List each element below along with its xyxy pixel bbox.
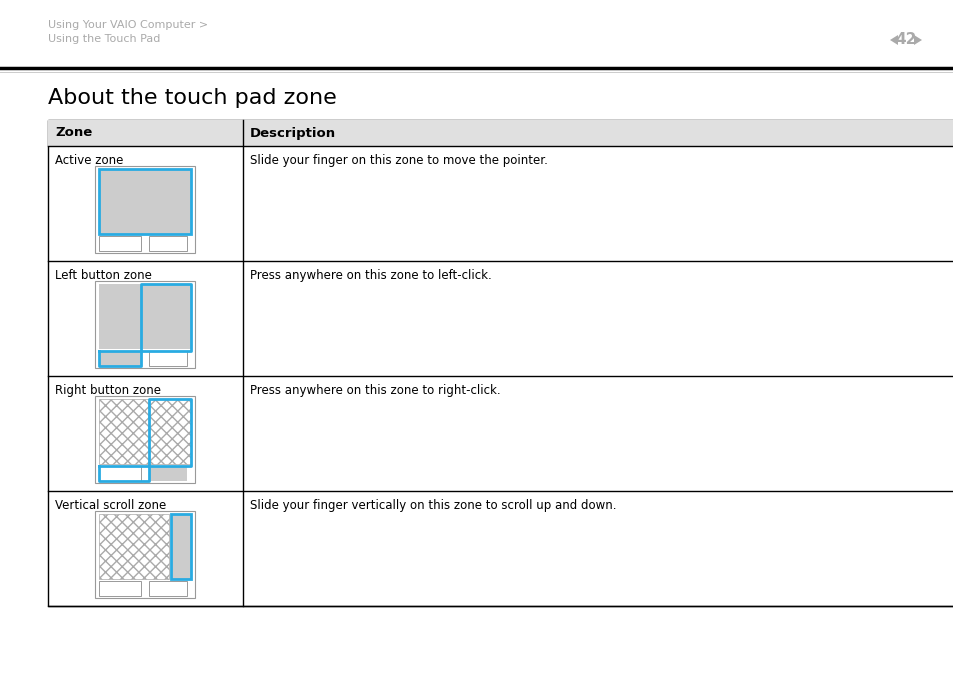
Bar	[95, 511, 194, 598]
Bar	[171, 514, 191, 579]
Text: Right button zone: Right button zone	[55, 384, 161, 397]
Text: Zone: Zone	[55, 127, 92, 140]
Polygon shape	[913, 35, 921, 45]
Bar	[99, 466, 141, 481]
Bar	[99, 169, 191, 234]
Text: Using the Touch Pad: Using the Touch Pad	[48, 34, 160, 44]
Text: Slide your finger vertically on this zone to scroll up and down.: Slide your finger vertically on this zon…	[250, 499, 616, 512]
Bar	[99, 284, 191, 349]
Bar	[95, 281, 194, 368]
Bar	[99, 514, 169, 579]
Text: Left button zone: Left button zone	[55, 269, 152, 282]
Bar	[95, 396, 194, 483]
Bar	[149, 581, 187, 596]
Text: Vertical scroll zone: Vertical scroll zone	[55, 499, 166, 512]
Text: Using Your VAIO Computer >: Using Your VAIO Computer >	[48, 20, 208, 30]
Bar	[149, 351, 187, 366]
Text: 42: 42	[894, 32, 916, 47]
Text: Press anywhere on this zone to left-click.: Press anywhere on this zone to left-clic…	[250, 269, 491, 282]
Text: Description: Description	[250, 127, 335, 140]
Bar	[149, 236, 187, 251]
Text: Active zone: Active zone	[55, 154, 123, 167]
Bar	[48, 120, 953, 146]
Bar	[99, 400, 191, 464]
Bar	[99, 236, 141, 251]
Bar	[99, 581, 141, 596]
Polygon shape	[889, 35, 897, 45]
Bar	[149, 466, 187, 481]
Text: Press anywhere on this zone to right-click.: Press anywhere on this zone to right-cli…	[250, 384, 500, 397]
Bar	[48, 120, 953, 606]
Bar	[99, 351, 141, 366]
Text: Slide your finger on this zone to move the pointer.: Slide your finger on this zone to move t…	[250, 154, 547, 167]
Text: About the touch pad zone: About the touch pad zone	[48, 88, 336, 108]
Bar	[95, 166, 194, 253]
